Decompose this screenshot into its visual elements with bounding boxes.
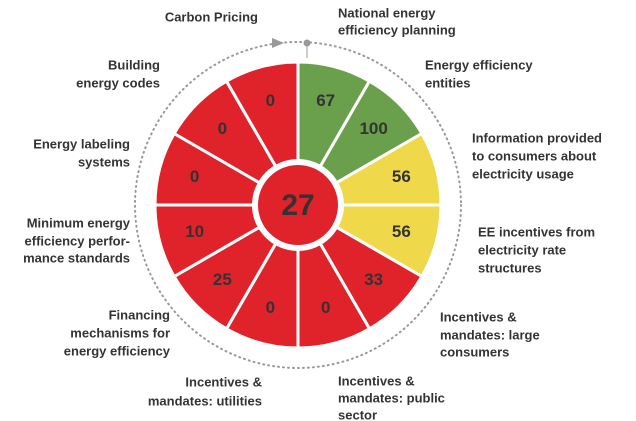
category-label: electricity usage xyxy=(472,166,574,181)
center-circle xyxy=(258,165,338,245)
category-label: systems xyxy=(78,154,130,169)
center-value: 27 xyxy=(281,189,314,222)
category-label: Incentives & xyxy=(440,309,517,324)
category-label: Minimum energy xyxy=(27,215,131,230)
value-label: 67 xyxy=(316,91,335,110)
dotted-ring xyxy=(134,41,462,369)
category-label: efficiency perfor- xyxy=(25,233,130,248)
category-label: structures xyxy=(478,260,542,275)
value-label: 56 xyxy=(392,167,411,186)
value-label: 100 xyxy=(359,119,387,138)
category-label: Incentives & xyxy=(185,374,262,389)
category-label: energy efficiency xyxy=(64,343,171,358)
value-label: 0 xyxy=(266,91,275,110)
category-label: Building xyxy=(108,57,160,72)
category-label: mechanisms for xyxy=(70,325,170,340)
value-label: 0 xyxy=(266,298,275,317)
category-label: consumers xyxy=(440,344,509,359)
category-label: mandates: public xyxy=(338,390,445,405)
value-label: 0 xyxy=(321,298,330,317)
category-label: mandates: large xyxy=(440,327,540,342)
category-label: to consumers about xyxy=(472,148,597,163)
category-label: mandates: utilities xyxy=(148,393,262,408)
category-label: sector xyxy=(338,407,377,421)
category-label: Energy efficiency xyxy=(425,57,533,72)
value-label: 10 xyxy=(185,222,204,241)
value-label: 56 xyxy=(392,222,411,241)
category-label: mance standards xyxy=(23,250,130,265)
value-label: 33 xyxy=(364,270,383,289)
category-label: Incentives & xyxy=(338,373,415,388)
arrow xyxy=(272,38,284,48)
category-label: entities xyxy=(425,75,471,90)
category-label: energy codes xyxy=(76,75,160,90)
category-label: Financing xyxy=(109,307,170,322)
category-label: National energy xyxy=(338,5,436,20)
category-label: Information provided xyxy=(472,130,602,145)
category-label: Carbon Pricing xyxy=(165,9,258,24)
value-label: 25 xyxy=(213,270,232,289)
category-label: electricity rate xyxy=(478,242,566,257)
category-label: EE incentives from xyxy=(478,224,595,239)
value-label: 0 xyxy=(218,119,227,138)
category-label: Energy labeling xyxy=(33,136,130,151)
category-label: efficiency planning xyxy=(338,22,456,37)
value-label: 0 xyxy=(190,167,199,186)
